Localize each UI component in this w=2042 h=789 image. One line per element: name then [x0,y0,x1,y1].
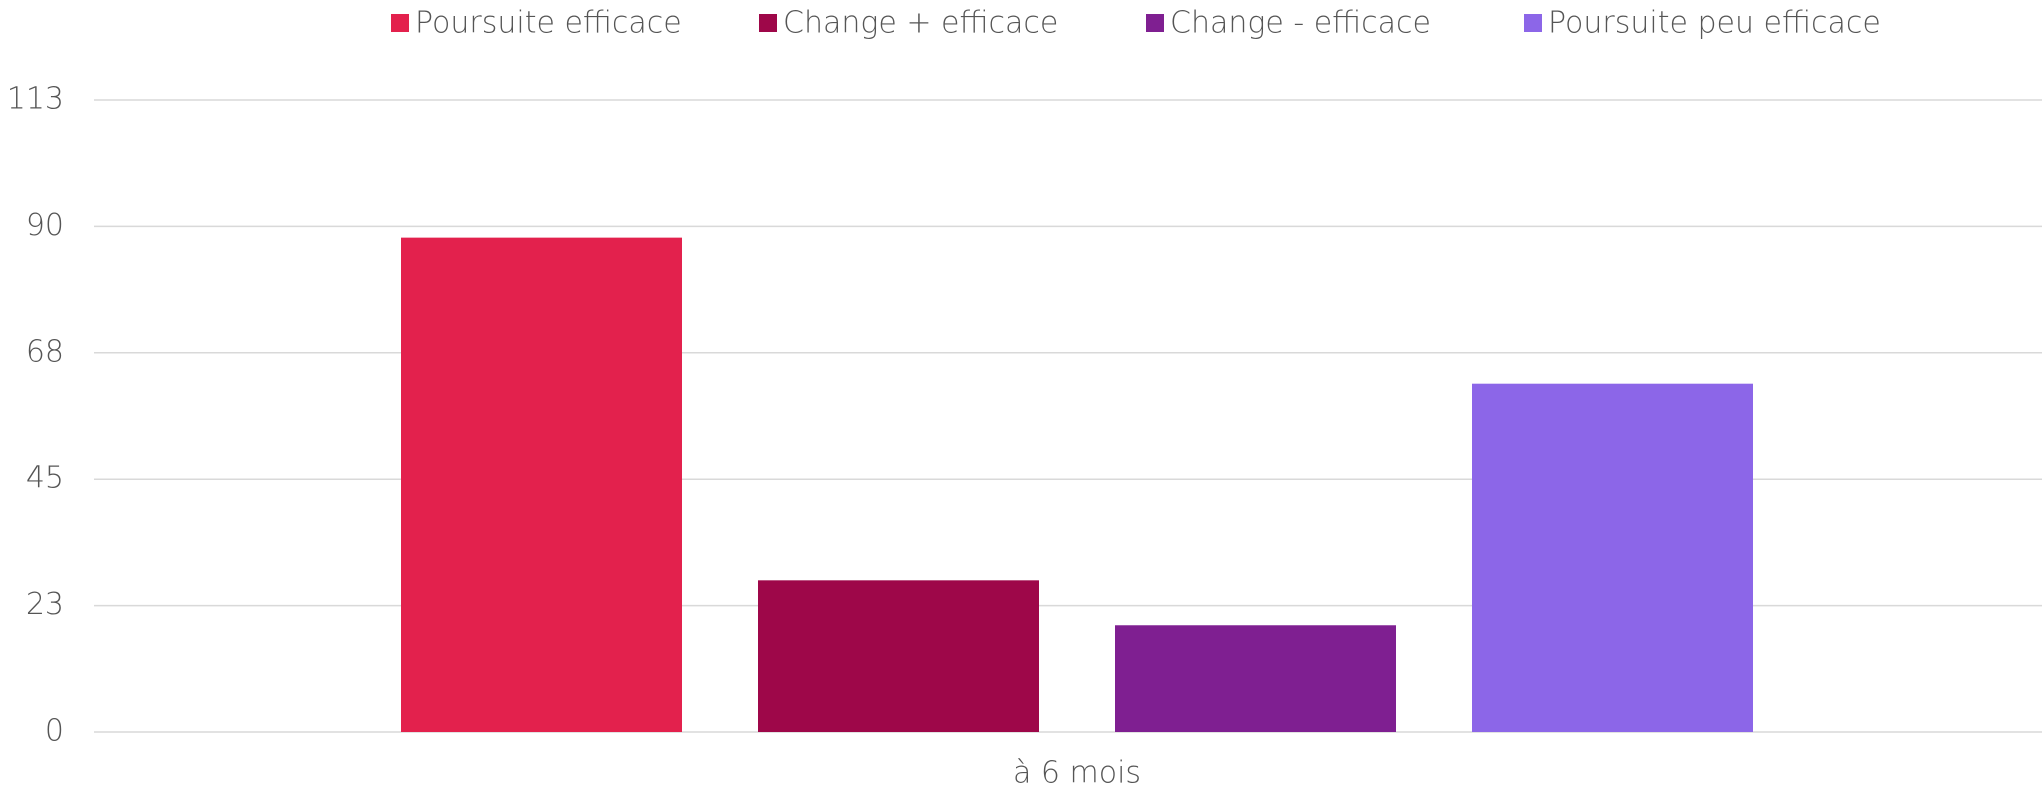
legend-swatch [1524,14,1542,32]
legend-swatch [391,14,409,32]
y-tick-label: 45 [26,461,64,496]
bar [401,237,682,732]
legend-label: Poursuite peu efficace [1548,6,1881,41]
legend-swatch [1146,14,1164,32]
y-tick-label: 23 [26,587,64,622]
bar [1472,383,1753,732]
legend-label: Poursuite efficace [415,6,682,41]
y-tick-label: 90 [26,208,64,243]
y-tick-label: 68 [26,334,64,369]
x-tick-label: à 6 mois [1013,756,1141,789]
legend-swatch [759,14,777,32]
bar [758,580,1039,732]
bar [1115,625,1396,732]
y-tick-label: 113 [7,82,64,117]
y-tick-label: 0 [45,714,64,749]
legend-label: Change + efficace [783,6,1058,41]
legend-label: Change - efficace [1170,6,1431,41]
